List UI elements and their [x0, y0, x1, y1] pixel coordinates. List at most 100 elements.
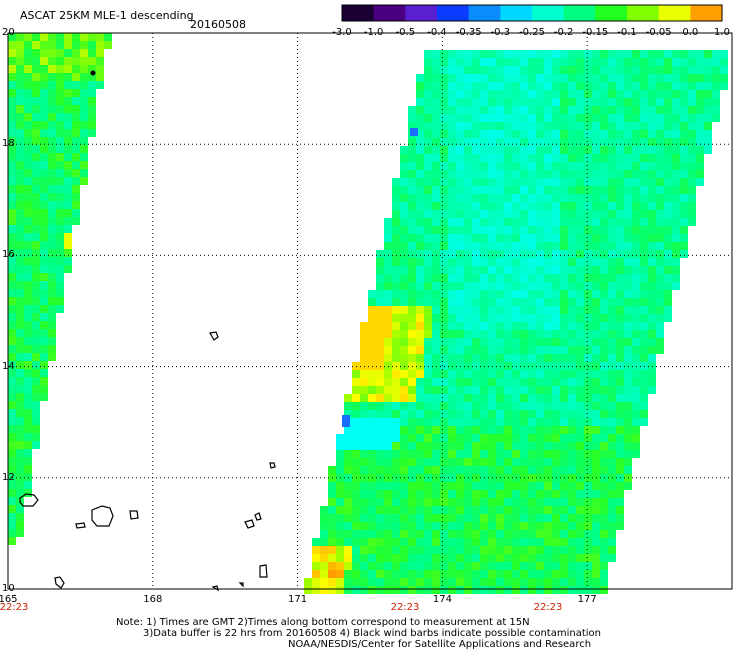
- wind-cell: [552, 338, 560, 346]
- wind-cell: [432, 378, 440, 386]
- wind-cell: [472, 66, 480, 74]
- wind-cell: [536, 522, 544, 530]
- wind-cell: [432, 218, 440, 226]
- wind-cell: [608, 458, 616, 466]
- wind-cell: [568, 450, 576, 458]
- wind-cell: [400, 370, 408, 378]
- wind-cell: [512, 410, 520, 418]
- wind-cell: [432, 426, 440, 434]
- wind-cell: [664, 306, 672, 314]
- wind-cell: [544, 290, 552, 298]
- colorbar-segment: [437, 5, 470, 21]
- wind-cell: [608, 418, 616, 426]
- wind-cell: [688, 210, 696, 218]
- wind-cell: [416, 394, 424, 402]
- wind-cell: [448, 298, 456, 306]
- wind-cell: [648, 138, 656, 146]
- wind-cell: [704, 58, 712, 66]
- wind-cell: [88, 113, 96, 121]
- wind-cell: [616, 498, 624, 506]
- wind-cell: [608, 266, 616, 274]
- wind-cell: [664, 186, 672, 194]
- wind-cell: [336, 522, 344, 530]
- wind-cell: [584, 122, 592, 130]
- wind-cell: [440, 442, 448, 450]
- wind-cell: [624, 418, 632, 426]
- wind-cell: [584, 466, 592, 474]
- wind-cell: [536, 178, 544, 186]
- colorbar-label: -0.25: [519, 27, 545, 38]
- wind-cell: [592, 170, 600, 178]
- wind-cell: [544, 538, 552, 546]
- wind-cell: [432, 330, 440, 338]
- wind-cell: [400, 570, 408, 578]
- wind-cell: [568, 114, 576, 122]
- wind-cell: [632, 170, 640, 178]
- wind-cell: [456, 554, 464, 562]
- wind-cell: [544, 98, 552, 106]
- wind-cell: [592, 66, 600, 74]
- wind-cell: [408, 338, 416, 346]
- wind-cell: [8, 121, 16, 129]
- wind-cell: [512, 194, 520, 202]
- wind-cell: [480, 338, 488, 346]
- wind-cell: [512, 82, 520, 90]
- wind-cell: [480, 578, 488, 586]
- wind-cell: [616, 410, 624, 418]
- wind-cell: [8, 41, 16, 49]
- wind-cell: [608, 426, 616, 434]
- wind-cell: [568, 130, 576, 138]
- wind-cell: [504, 394, 512, 402]
- wind-cell: [608, 250, 616, 258]
- wind-cell: [16, 121, 24, 129]
- wind-cell: [536, 410, 544, 418]
- wind-cell: [504, 354, 512, 362]
- wind-cell: [560, 226, 568, 234]
- wind-cell: [392, 410, 400, 418]
- wind-cell: [472, 114, 480, 122]
- wind-cell: [392, 274, 400, 282]
- wind-cell: [352, 490, 360, 498]
- wind-cell: [424, 562, 432, 570]
- wind-cell: [536, 122, 544, 130]
- wind-cell: [632, 58, 640, 66]
- wind-cell: [592, 410, 600, 418]
- wind-cell: [72, 185, 80, 193]
- wind-cell: [664, 154, 672, 162]
- wind-cell: [432, 338, 440, 346]
- latitude-label: 12: [2, 471, 15, 483]
- wind-cell: [480, 194, 488, 202]
- wind-cell: [552, 418, 560, 426]
- wind-cell: [496, 258, 504, 266]
- wind-cell: [432, 482, 440, 490]
- wind-cell: [624, 450, 632, 458]
- wind-cell: [48, 73, 56, 81]
- wind-cell: [544, 514, 552, 522]
- wind-cell: [410, 128, 418, 136]
- wind-cell: [568, 82, 576, 90]
- wind-cell: [552, 122, 560, 130]
- wind-cell: [32, 281, 40, 289]
- wind-cell: [424, 338, 432, 346]
- wind-cell: [632, 218, 640, 226]
- colorbar-label: 0.0: [682, 27, 699, 38]
- wind-cell: [544, 530, 552, 538]
- wind-cell: [32, 185, 40, 193]
- wind-cell: [520, 298, 528, 306]
- wind-cell: [584, 218, 592, 226]
- wind-cell: [408, 538, 416, 546]
- wind-cell: [448, 306, 456, 314]
- wind-cell: [448, 354, 456, 362]
- wind-cell: [352, 378, 360, 386]
- wind-cell: [504, 234, 512, 242]
- wind-cell: [32, 265, 40, 273]
- wind-cell: [616, 226, 624, 234]
- wind-cell: [456, 378, 464, 386]
- wind-cell: [680, 202, 688, 210]
- wind-cell: [440, 402, 448, 410]
- wind-cell: [624, 50, 632, 58]
- wind-cell: [552, 330, 560, 338]
- wind-cell: [48, 81, 56, 89]
- wind-cell: [592, 498, 600, 506]
- wind-cell: [584, 306, 592, 314]
